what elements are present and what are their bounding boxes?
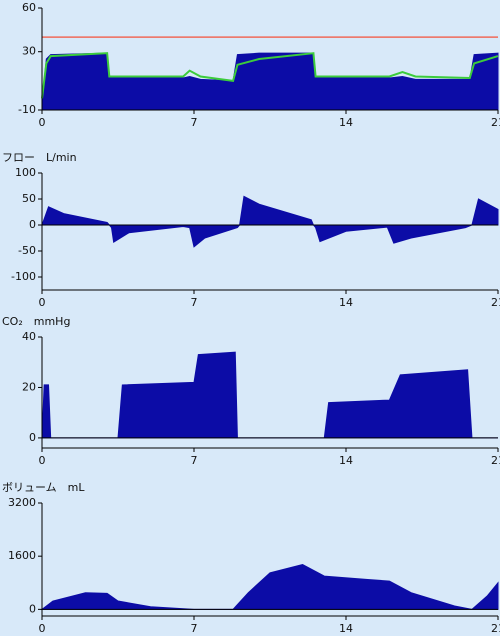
x-tick-label: 0: [39, 454, 46, 467]
y-tick-label: 20: [22, 380, 36, 393]
y-tick-label: 0: [29, 431, 36, 444]
x-tick-label: 0: [39, 622, 46, 635]
y-tick-label: 100: [15, 166, 36, 179]
waveform-area: [40, 563, 499, 610]
y-tick-label: 0: [29, 218, 36, 231]
y-tick-label: 3200: [8, 496, 36, 509]
x-tick-label: 14: [339, 116, 353, 129]
x-tick-label: 14: [339, 296, 353, 309]
x-tick-label: 7: [191, 454, 198, 467]
x-tick-label: 7: [191, 116, 198, 129]
x-tick-label: 0: [39, 116, 46, 129]
waveform-area: [41, 195, 499, 248]
y-tick-label: 1600: [8, 549, 36, 562]
y-tick-label: 40: [22, 330, 36, 343]
x-tick-label: 0: [39, 296, 46, 309]
y-tick-label: 30: [22, 45, 36, 58]
x-tick-label: 7: [191, 622, 198, 635]
y-tick-label: -50: [18, 244, 36, 257]
x-tick-label: 7: [191, 296, 198, 309]
waveform-area: [41, 351, 498, 439]
waveform-line: [41, 52, 499, 99]
x-tick-label: 14: [339, 454, 353, 467]
panel-title: ボリューム mL: [2, 481, 85, 494]
panel-title: CO₂ mmHg: [2, 315, 70, 328]
y-tick-label: 0: [29, 602, 36, 615]
x-tick-label: 21: [491, 454, 500, 467]
y-tick-label: -100: [11, 270, 36, 283]
x-tick-label: 21: [491, 296, 500, 309]
y-tick-label: 50: [22, 192, 36, 205]
y-tick-label: -10: [18, 103, 36, 116]
x-tick-label: 21: [491, 116, 500, 129]
panel-title: フロー L/min: [2, 151, 77, 164]
x-tick-label: 21: [491, 622, 500, 635]
x-tick-label: 14: [339, 622, 353, 635]
y-tick-label: 60: [22, 1, 36, 14]
